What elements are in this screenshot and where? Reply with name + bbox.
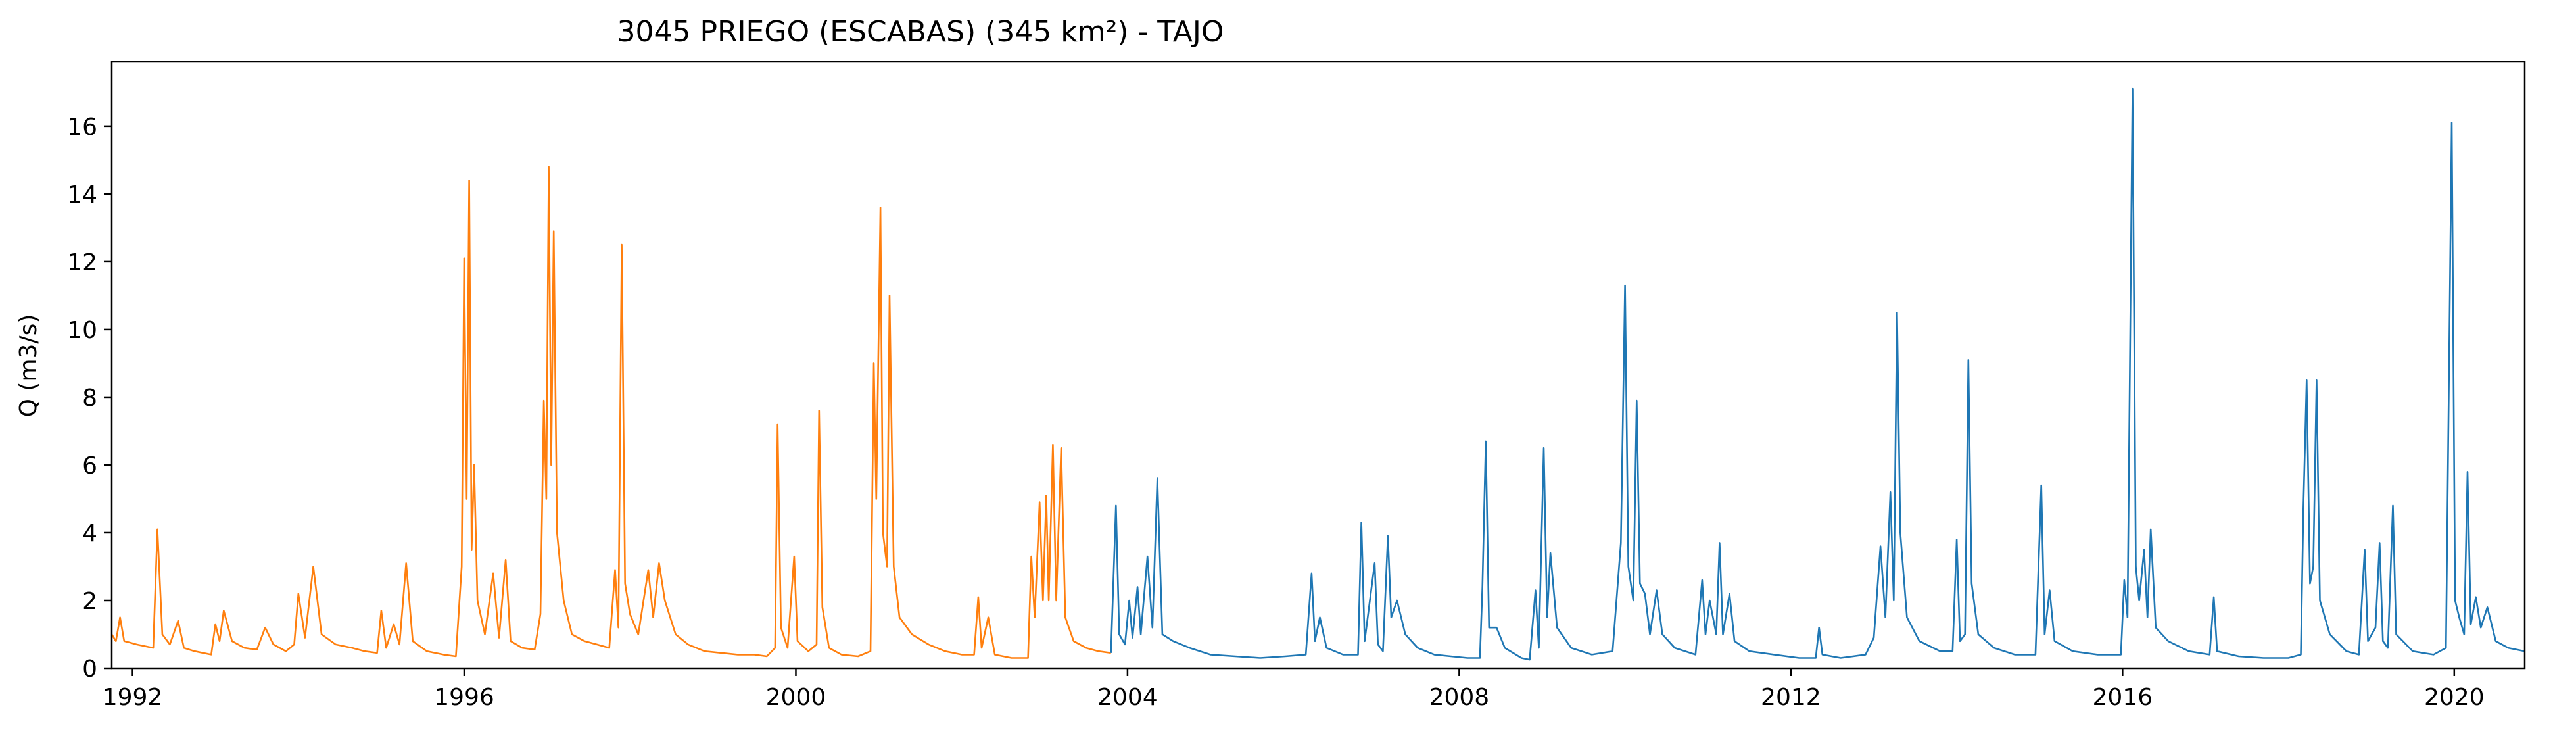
y-tick-label-3: 6	[82, 453, 97, 479]
x-tick-label-0: 1992	[103, 684, 163, 711]
chart-title: 3045 PRIEGO (ESCABAS) (345 km²) - TAJO	[617, 15, 1224, 49]
x-tick-label-5: 2012	[1761, 684, 1821, 711]
y-axis-label: Q (m3/s)	[15, 314, 42, 418]
series-layer	[112, 87, 2525, 661]
x-tick-label-4: 2008	[1429, 684, 1490, 711]
y-tick-label-0: 0	[82, 656, 97, 683]
series-line-2	[1110, 87, 2525, 661]
y-tick-label-7: 14	[67, 182, 97, 208]
y-tick-label-6: 12	[67, 249, 97, 276]
x-axis: 1992 1996 2000 2004 2008 2012 2016 2020	[103, 668, 2485, 711]
x-tick-label-3: 2004	[1097, 684, 1158, 711]
x-tick-label-2: 2000	[766, 684, 826, 711]
x-tick-label-7: 2020	[2424, 684, 2485, 711]
y-tick-label-8: 16	[67, 114, 97, 141]
plot-frame	[110, 61, 2526, 670]
x-tick-label-1: 1996	[434, 684, 494, 711]
y-tick-label-4: 8	[82, 385, 97, 412]
y-tick-label-2: 4	[82, 520, 97, 547]
y-tick-label-1: 2	[82, 588, 97, 615]
series-line-1	[112, 166, 1111, 659]
y-axis: 0 2 4 6 8 10 12 14 16	[67, 114, 112, 683]
x-tick-label-6: 2016	[2093, 684, 2153, 711]
y-tick-label-5: 10	[67, 317, 97, 344]
